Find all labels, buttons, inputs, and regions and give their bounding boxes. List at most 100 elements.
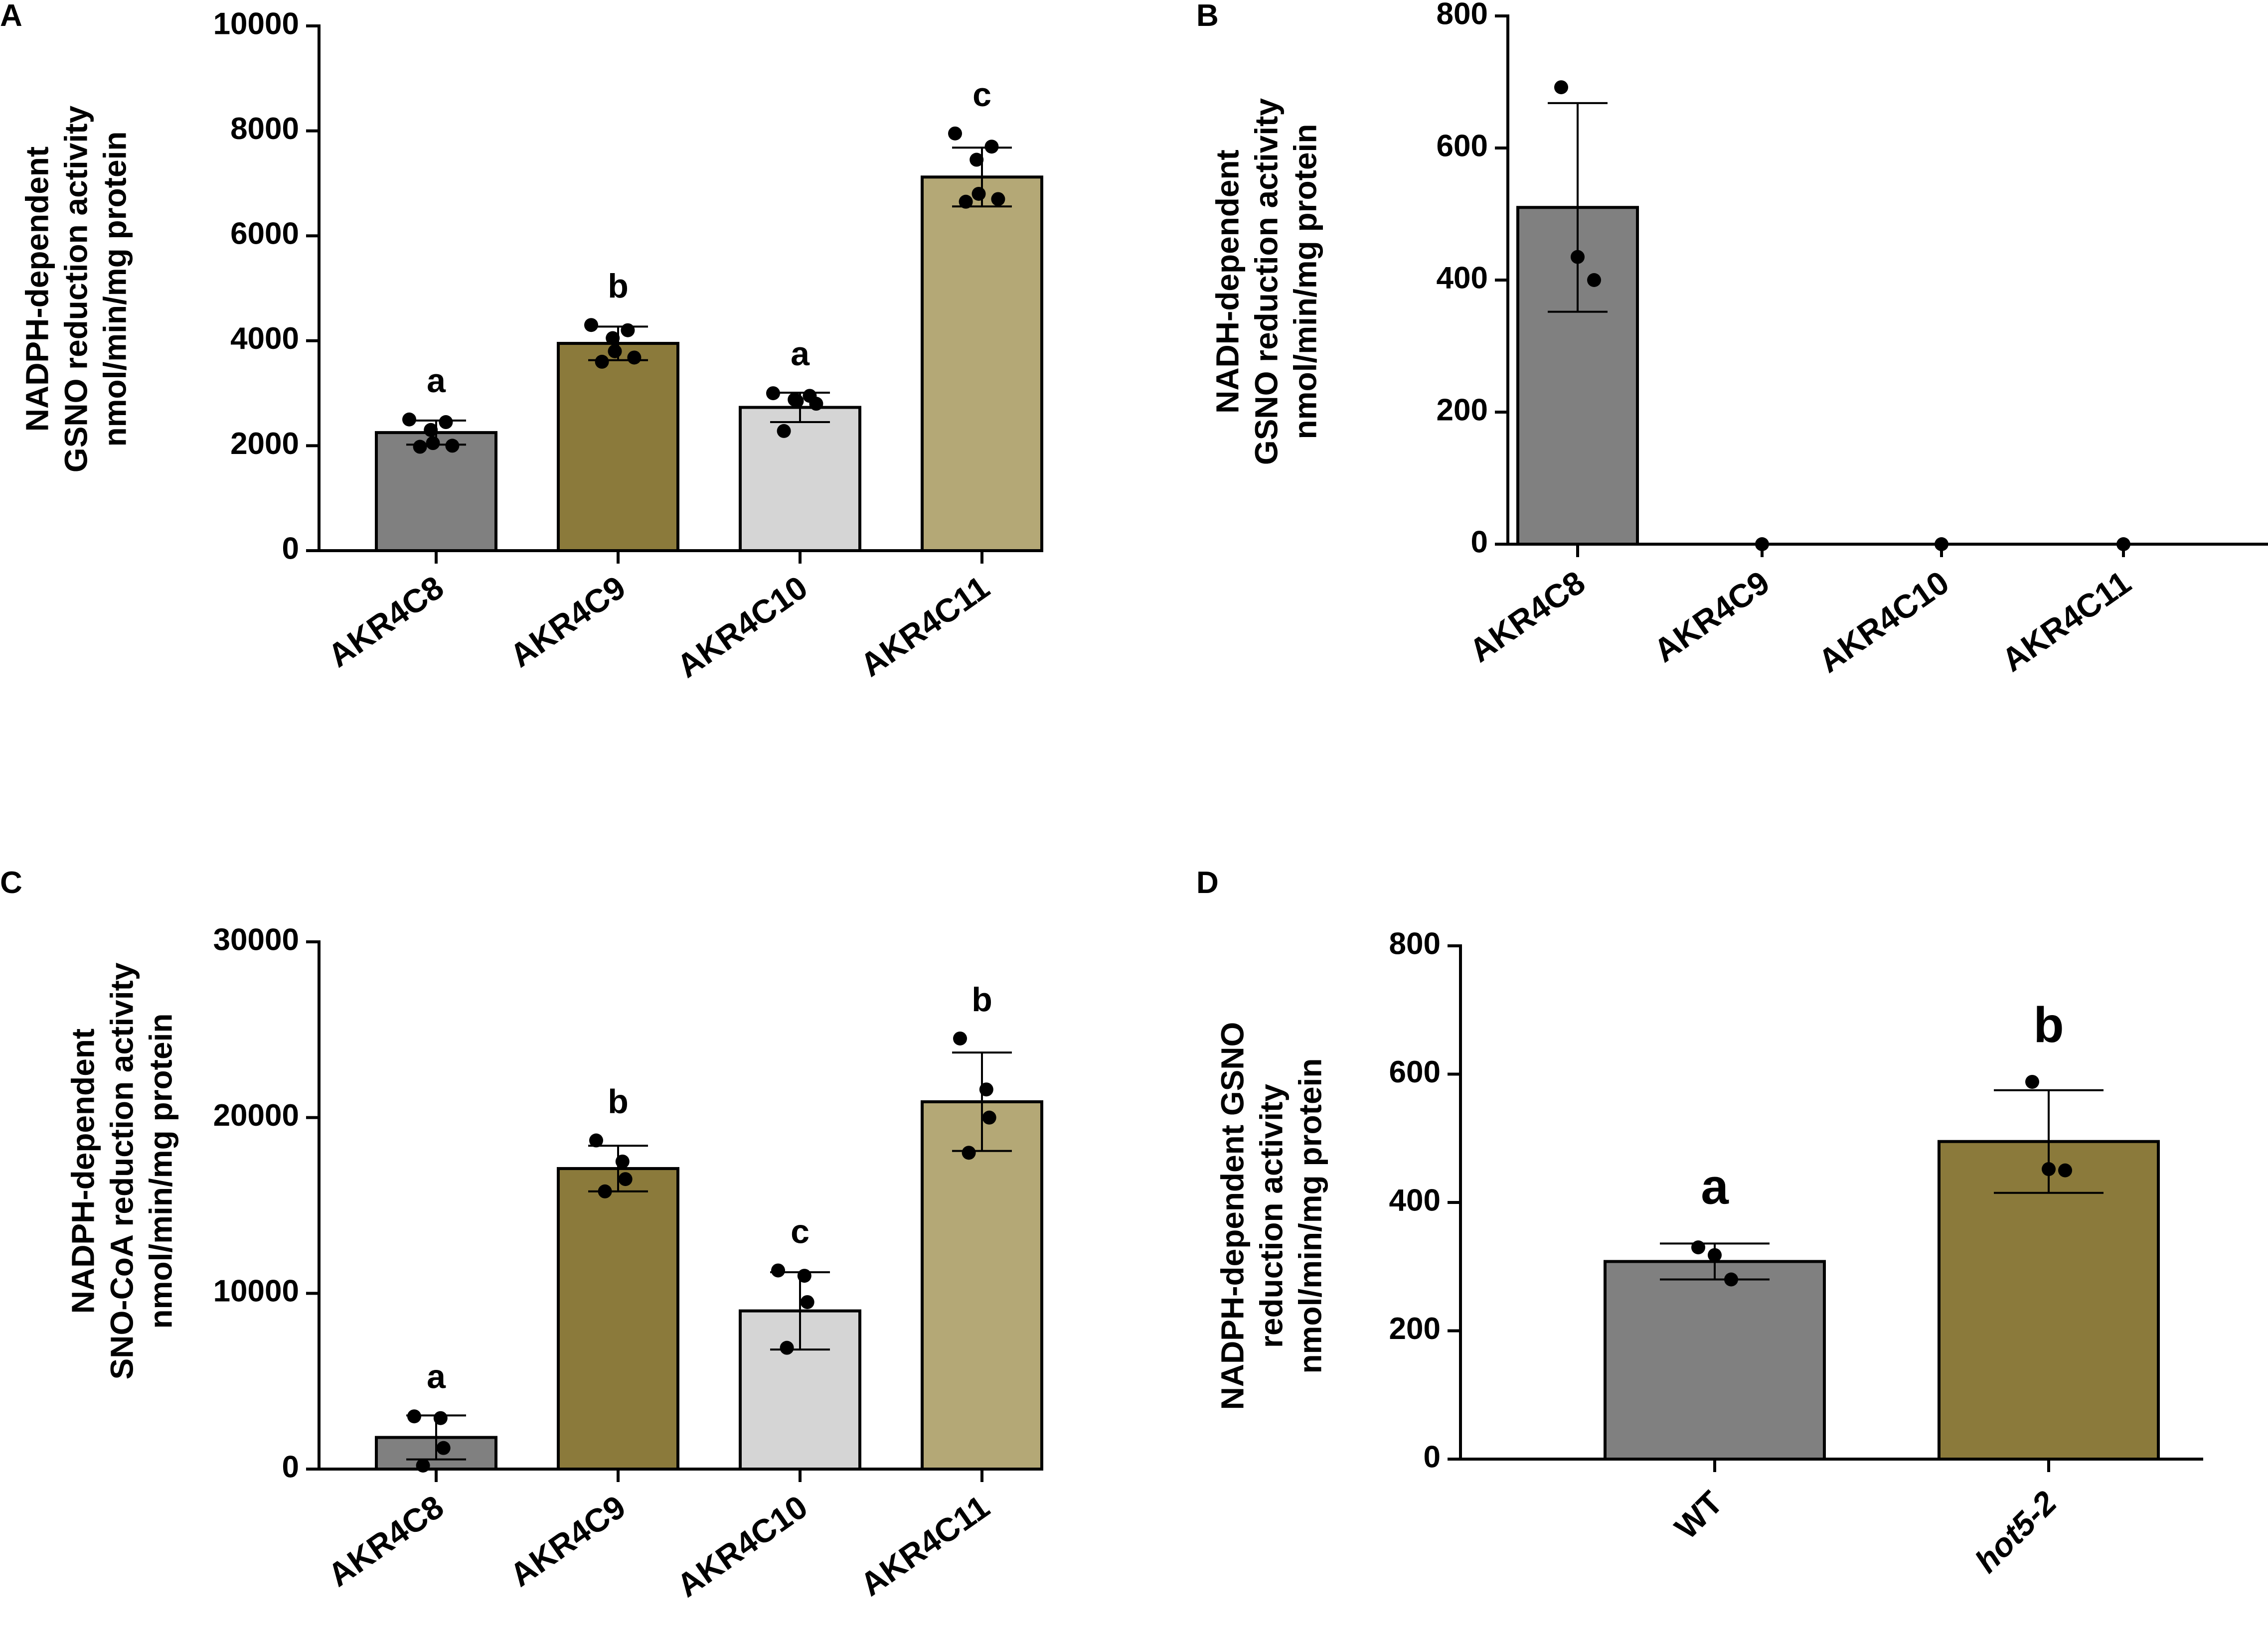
y-axis-title-line: nmol/min/mg protein — [143, 1014, 178, 1329]
data-point — [790, 394, 804, 408]
data-point — [1587, 273, 1601, 287]
bar-akr4c8 — [375, 431, 497, 553]
category-label: WT — [1667, 1484, 1730, 1546]
chart-panel-a: A NADPH-dependent GSNO reduction activity n… — [0, 0, 1043, 685]
significance-letter: b — [608, 1083, 629, 1121]
y-tick-label: 30000 — [213, 922, 299, 957]
data-point — [589, 1133, 603, 1148]
data-point — [426, 436, 440, 450]
data-point — [780, 1341, 794, 1355]
data-point — [800, 1295, 814, 1309]
significance-letter: b — [972, 981, 992, 1019]
y-tick-label: 2000 — [230, 427, 299, 461]
data-point — [627, 350, 642, 365]
significance-letter: a — [1701, 1159, 1729, 1214]
y-axis-title-line: nmol/min/mg protein — [97, 132, 133, 447]
bar-hot5-2 — [1938, 1140, 2160, 1461]
data-point — [766, 386, 780, 401]
y-tick-label: 0 — [1424, 1440, 1441, 1474]
data-point — [1724, 1272, 1738, 1287]
data-point — [948, 126, 962, 141]
data-point — [962, 1146, 976, 1160]
data-point — [2042, 1162, 2056, 1177]
panel-label: B — [1196, 0, 1219, 33]
category-label: AKR4C8 — [321, 569, 450, 674]
panel-label: D — [1196, 866, 1219, 900]
data-point — [2058, 1163, 2072, 1178]
y-tick-label: 800 — [1389, 926, 1441, 961]
data-point — [953, 1031, 967, 1045]
data-point — [1571, 250, 1585, 264]
data-point — [416, 1458, 430, 1473]
data-point — [1708, 1248, 1722, 1262]
y-tick-label: 0 — [282, 531, 299, 566]
y-axis-title-line: GSNO reduction activity — [1248, 98, 1284, 465]
chart-panel-c: C NADPH-dependent SNO-CoA reduction activi… — [0, 866, 1043, 1604]
data-point — [621, 323, 635, 337]
data-point — [972, 186, 986, 201]
y-axis-title-line: nmol/min/mg protein — [1292, 1058, 1328, 1374]
data-point — [439, 415, 453, 430]
category-label: AKR4C8 — [1462, 564, 1592, 669]
data-point — [982, 1110, 996, 1125]
significance-letter: b — [608, 267, 629, 305]
data-point — [2116, 537, 2130, 551]
y-tick-label: 400 — [1389, 1183, 1441, 1217]
category-label: hot5-2 — [1968, 1484, 2064, 1580]
data-point — [1755, 537, 1769, 551]
y-tick-label: 4000 — [230, 321, 299, 356]
y-axis-title-line: NADPH-dependent — [65, 1029, 101, 1314]
category-label: AKR4C10 — [1811, 564, 1955, 680]
data-point — [771, 1263, 785, 1278]
data-point — [979, 1082, 993, 1097]
bar-akr4c9 — [557, 1167, 679, 1471]
data-point — [970, 152, 984, 167]
data-point — [777, 424, 791, 438]
y-axis-title-line: reduction activity — [1253, 1084, 1289, 1348]
data-point — [595, 354, 609, 369]
y-tick-label: 0 — [282, 1450, 299, 1484]
category-label: AKR4C10 — [670, 569, 814, 685]
y-tick-label: 10000 — [213, 6, 299, 41]
y-tick-label: 200 — [1389, 1312, 1441, 1346]
data-point — [424, 423, 438, 437]
data-point — [797, 1269, 811, 1283]
significance-letter: c — [791, 1212, 810, 1250]
significance-letter: a — [427, 1357, 446, 1395]
category-label: AKR4C9 — [1647, 564, 1776, 669]
category-label: AKR4C9 — [503, 1488, 632, 1594]
data-point — [606, 331, 620, 345]
significance-letter: c — [972, 76, 991, 114]
y-tick-label: 6000 — [230, 217, 299, 251]
y-axis-title-line: NADH-dependent — [1209, 149, 1245, 414]
significance-letter: b — [2033, 997, 2064, 1053]
y-tick-label: 600 — [1389, 1055, 1441, 1089]
y-tick-label: 20000 — [213, 1098, 299, 1133]
category-label: AKR4C11 — [1995, 564, 2137, 679]
y-tick-label: 600 — [1437, 129, 1488, 163]
panel-label: C — [0, 866, 22, 900]
data-point — [2025, 1074, 2039, 1089]
y-tick-label: 10000 — [213, 1274, 299, 1309]
data-point — [809, 397, 823, 411]
panel-label: A — [0, 0, 22, 33]
bar-wt — [1604, 1260, 1826, 1461]
data-point — [1935, 537, 1948, 551]
data-point — [991, 192, 1005, 206]
data-point — [407, 1409, 421, 1424]
category-label: AKR4C11 — [853, 1488, 996, 1603]
significance-letter: a — [791, 335, 810, 373]
category-label: AKR4C10 — [670, 1488, 814, 1604]
bar-akr4c10 — [739, 406, 861, 552]
y-tick-label: 0 — [1471, 525, 1488, 559]
y-axis-title-line: nmol/min/mg protein — [1287, 124, 1323, 440]
y-axis-title-line: GSNO reduction activity — [58, 106, 94, 473]
y-tick-label: 800 — [1437, 0, 1488, 31]
category-label: AKR4C8 — [321, 1488, 450, 1594]
category-label: AKR4C11 — [853, 569, 996, 684]
chart-panel-d: D NADPH-dependent GSNO reduction activity n… — [1196, 866, 2203, 1580]
data-point — [598, 1184, 612, 1198]
significance-letter: a — [427, 362, 446, 400]
data-point — [959, 194, 973, 209]
